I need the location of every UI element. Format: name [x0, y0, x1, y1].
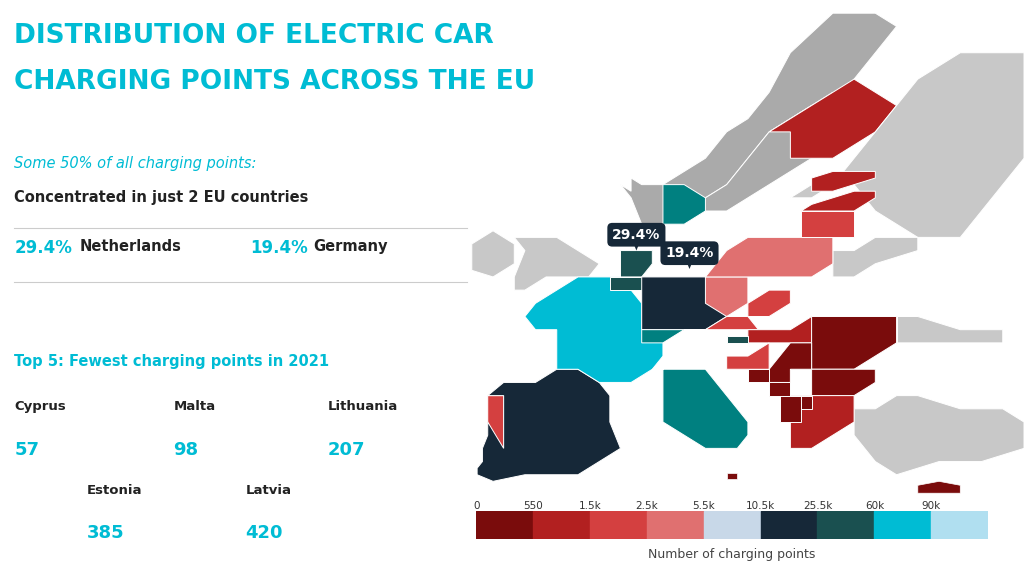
- Bar: [817, 511, 874, 539]
- Polygon shape: [791, 396, 812, 409]
- Text: Cyprus: Cyprus: [14, 400, 67, 414]
- Polygon shape: [652, 369, 748, 448]
- Polygon shape: [642, 329, 684, 343]
- Polygon shape: [663, 92, 833, 224]
- Text: 60k: 60k: [864, 502, 884, 511]
- Text: 25.5k: 25.5k: [803, 502, 833, 511]
- Text: 1.5k: 1.5k: [579, 502, 601, 511]
- Polygon shape: [769, 343, 812, 382]
- Polygon shape: [642, 283, 647, 297]
- Polygon shape: [812, 316, 897, 369]
- Text: 207: 207: [328, 441, 365, 458]
- Polygon shape: [727, 343, 769, 369]
- Polygon shape: [633, 242, 640, 251]
- Polygon shape: [610, 277, 642, 290]
- Polygon shape: [748, 369, 769, 382]
- Text: Lithuania: Lithuania: [328, 400, 397, 414]
- Polygon shape: [854, 396, 1024, 475]
- Polygon shape: [727, 473, 737, 479]
- Bar: [476, 511, 534, 539]
- Polygon shape: [706, 237, 833, 277]
- Text: 29.4%: 29.4%: [14, 239, 73, 257]
- Text: Number of charging points: Number of charging points: [648, 548, 816, 561]
- Polygon shape: [801, 211, 854, 237]
- Polygon shape: [748, 290, 791, 316]
- Polygon shape: [642, 277, 727, 329]
- Text: 19.4%: 19.4%: [250, 239, 308, 257]
- Polygon shape: [514, 237, 599, 290]
- Polygon shape: [812, 316, 1002, 343]
- Polygon shape: [686, 261, 692, 269]
- Text: 29.4%: 29.4%: [612, 228, 660, 242]
- Bar: [761, 511, 817, 539]
- Bar: [931, 511, 988, 539]
- Bar: [647, 511, 703, 539]
- Bar: [874, 511, 931, 539]
- Text: 385: 385: [87, 524, 124, 542]
- Text: Netherlands: Netherlands: [80, 239, 181, 254]
- Polygon shape: [791, 53, 1024, 237]
- Polygon shape: [748, 316, 812, 343]
- Polygon shape: [918, 482, 961, 493]
- Text: DISTRIBUTION OF ELECTRIC CAR: DISTRIBUTION OF ELECTRIC CAR: [14, 23, 495, 49]
- Polygon shape: [812, 172, 876, 191]
- Polygon shape: [833, 237, 918, 277]
- Bar: [703, 511, 761, 539]
- Text: 0: 0: [473, 502, 479, 511]
- Text: 19.4%: 19.4%: [666, 246, 714, 260]
- Text: 420: 420: [246, 524, 283, 542]
- Polygon shape: [812, 369, 876, 396]
- Text: Concentrated in just 2 EU countries: Concentrated in just 2 EU countries: [14, 190, 309, 205]
- Bar: [534, 511, 590, 539]
- Polygon shape: [769, 382, 791, 396]
- Text: Some 50% of all charging points:: Some 50% of all charging points:: [14, 156, 257, 170]
- Polygon shape: [801, 191, 876, 211]
- Text: 550: 550: [523, 502, 543, 511]
- Polygon shape: [477, 369, 621, 482]
- Polygon shape: [791, 396, 854, 448]
- Bar: [590, 511, 647, 539]
- Text: 90k: 90k: [922, 502, 941, 511]
- Text: Latvia: Latvia: [246, 484, 292, 497]
- Text: Top 5: Fewest charging points in 2021: Top 5: Fewest charging points in 2021: [14, 354, 330, 369]
- Polygon shape: [779, 396, 801, 422]
- Polygon shape: [684, 316, 759, 329]
- Text: 2.5k: 2.5k: [636, 502, 658, 511]
- Polygon shape: [876, 316, 897, 343]
- Polygon shape: [769, 79, 897, 158]
- Text: 98: 98: [173, 441, 199, 458]
- Text: 5.5k: 5.5k: [692, 502, 715, 511]
- Text: Estonia: Estonia: [87, 484, 142, 497]
- Text: Malta: Malta: [173, 400, 215, 414]
- Polygon shape: [663, 185, 706, 224]
- Text: CHARGING POINTS ACROSS THE EU: CHARGING POINTS ACROSS THE EU: [14, 69, 536, 95]
- Polygon shape: [621, 251, 652, 277]
- Polygon shape: [706, 277, 748, 316]
- Polygon shape: [477, 396, 504, 468]
- Text: 10.5k: 10.5k: [745, 502, 775, 511]
- Text: Germany: Germany: [313, 239, 387, 254]
- Polygon shape: [472, 231, 514, 277]
- Polygon shape: [621, 13, 897, 224]
- Polygon shape: [525, 277, 663, 382]
- Text: 57: 57: [14, 441, 40, 458]
- Polygon shape: [727, 336, 748, 343]
